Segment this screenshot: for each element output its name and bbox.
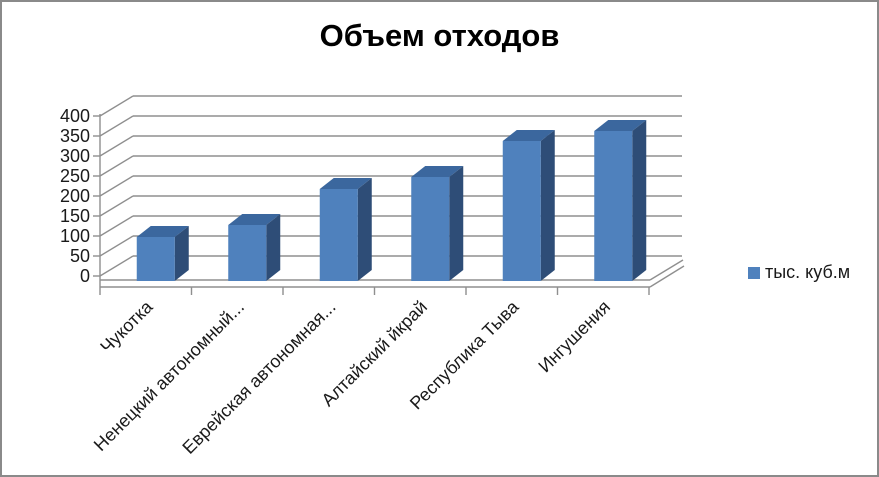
floor-top-slant bbox=[649, 259, 684, 281]
gridline-depth bbox=[99, 215, 134, 237]
category-label: Чукотка bbox=[96, 296, 157, 357]
gridline-depth bbox=[99, 95, 134, 117]
bar-top-face bbox=[136, 226, 189, 237]
category-label: Ненецкий автономный... bbox=[90, 297, 248, 455]
bar-front-face bbox=[502, 141, 541, 281]
bar-2 bbox=[319, 178, 372, 281]
gridline-depth bbox=[99, 115, 134, 137]
bar-top-face bbox=[594, 120, 647, 131]
floor-bottom-slant bbox=[649, 265, 685, 288]
gridline-depth bbox=[99, 255, 134, 277]
bar-front-face bbox=[594, 131, 633, 281]
bar-side-face bbox=[540, 130, 555, 281]
bar-1 bbox=[228, 214, 281, 281]
bar-top-face bbox=[319, 178, 372, 189]
category-label: Еврейская автономная... bbox=[178, 297, 339, 458]
y-tick-label: 300 bbox=[60, 146, 90, 166]
bar-front-face bbox=[228, 225, 267, 281]
gridline-depth bbox=[99, 135, 134, 157]
gridline-depth bbox=[99, 155, 134, 177]
y-tick-label: 150 bbox=[60, 206, 90, 226]
y-tick-label: 200 bbox=[60, 186, 90, 206]
bar-3 bbox=[411, 166, 464, 281]
y-tick-label: 250 bbox=[60, 166, 90, 186]
y-tick-label: 350 bbox=[60, 126, 90, 146]
legend: тыс. куб.м bbox=[748, 262, 850, 283]
chart-title: Объем отходов bbox=[319, 18, 560, 53]
bar-front-face bbox=[136, 237, 175, 281]
bar-top-face bbox=[411, 166, 464, 177]
bar-side-face bbox=[357, 178, 372, 281]
bar-4 bbox=[502, 130, 555, 281]
bar-side-face bbox=[266, 214, 281, 281]
legend-label: тыс. куб.м bbox=[765, 262, 851, 282]
y-tick-label: 400 bbox=[60, 106, 90, 126]
y-tick-label: 50 bbox=[70, 246, 90, 266]
bar-front-face bbox=[411, 177, 450, 281]
bar-side-face bbox=[449, 166, 464, 281]
gridline-depth bbox=[99, 235, 134, 257]
gridline-depth bbox=[99, 175, 134, 197]
bar-top-face bbox=[228, 214, 281, 225]
legend-marker-icon bbox=[748, 266, 760, 279]
gridline-depth bbox=[99, 195, 134, 217]
category-label: Ингушения bbox=[534, 297, 614, 377]
bar-5 bbox=[594, 120, 647, 281]
y-tick-label: 100 bbox=[60, 226, 90, 246]
bar-front-face bbox=[319, 189, 358, 281]
bar-side-face bbox=[174, 226, 189, 281]
y-tick-label: 0 bbox=[80, 266, 90, 286]
bar-0 bbox=[136, 226, 189, 281]
bar-side-face bbox=[632, 120, 647, 281]
bar-top-face bbox=[502, 130, 555, 141]
